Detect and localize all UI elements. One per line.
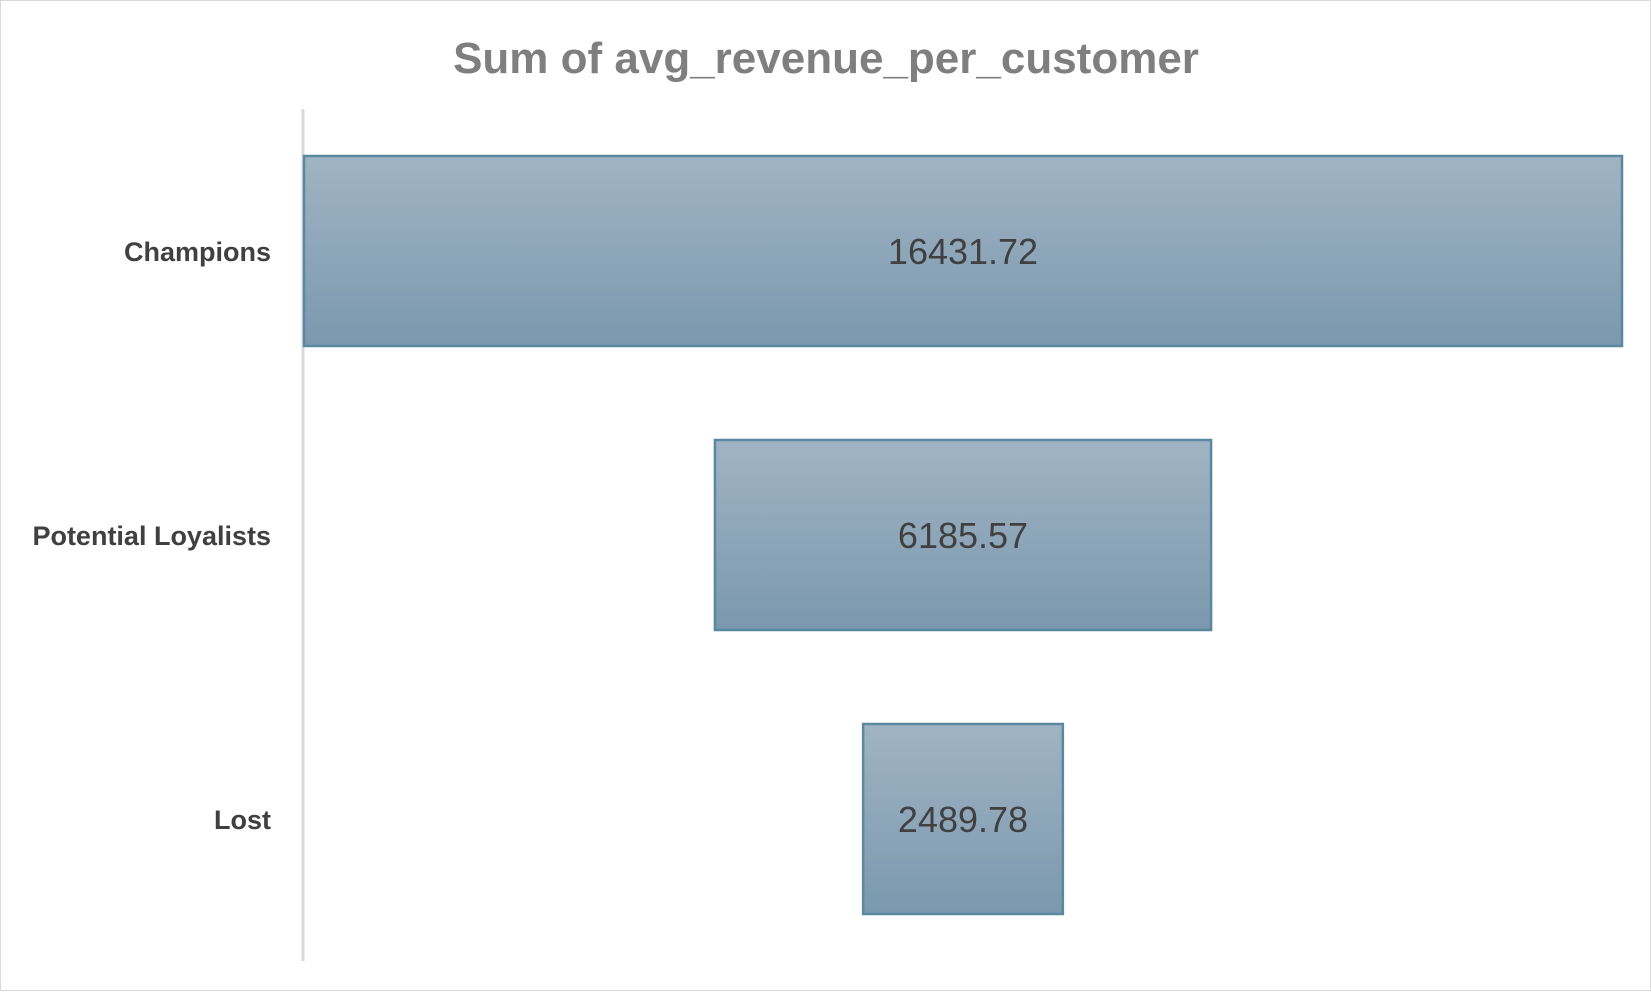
category-label: Champions — [124, 237, 271, 267]
funnel-bar-lost — [861, 722, 1065, 916]
category-label: Potential Loyalists — [32, 521, 271, 551]
funnel-bar-champions — [302, 154, 1624, 348]
chart-title: Sum of avg_revenue_per_customer — [453, 34, 1199, 83]
funnel-bar-potential-loyalists — [713, 438, 1213, 632]
data-label: 16431.72 — [888, 231, 1038, 272]
data-label: 6185.57 — [898, 515, 1028, 556]
data-label: 2489.78 — [898, 799, 1028, 840]
labels-layer: 16431.72 Champions 6185.57 Potential Loyali… — [32, 231, 1038, 840]
category-label: Lost — [214, 805, 271, 835]
bars-layer — [302, 154, 1624, 916]
